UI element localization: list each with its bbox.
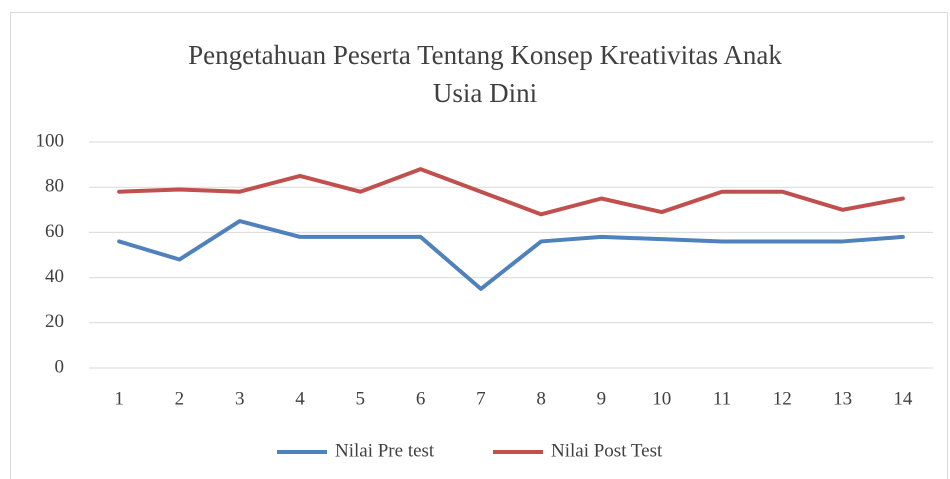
chart-frame [10, 12, 948, 479]
x-tick-label: 2 [175, 388, 185, 409]
line-series [117, 167, 905, 217]
line-series [117, 219, 905, 291]
x-tick-label: 1 [114, 388, 124, 409]
y-tick-label: 0 [55, 356, 65, 377]
legend-label: Nilai Pre test [335, 440, 435, 461]
x-tick-label: 4 [295, 388, 305, 409]
x-tick-label: 11 [713, 388, 731, 409]
chart-title: Usia Dini [433, 78, 537, 108]
x-tick-label: 10 [652, 388, 671, 409]
x-tick-label: 12 [773, 388, 792, 409]
y-tick-label: 80 [45, 176, 64, 197]
chart-title: Pengetahuan Peserta Tentang Konsep Kreat… [188, 40, 782, 70]
x-tick-label: 5 [356, 388, 366, 409]
x-tick-label: 14 [893, 388, 913, 409]
x-tick-label: 8 [536, 388, 546, 409]
y-tick-label: 40 [45, 266, 64, 287]
x-tick-label: 13 [833, 388, 852, 409]
x-tick-label: 9 [597, 388, 607, 409]
y-tick-label: 60 [45, 221, 64, 242]
x-tick-label: 7 [476, 388, 486, 409]
legend-label: Nilai Post Test [551, 440, 663, 461]
x-tick-label: 6 [416, 388, 426, 409]
x-tick-label: 3 [235, 388, 245, 409]
y-tick-label: 20 [45, 311, 64, 332]
y-tick-label: 100 [36, 130, 65, 151]
